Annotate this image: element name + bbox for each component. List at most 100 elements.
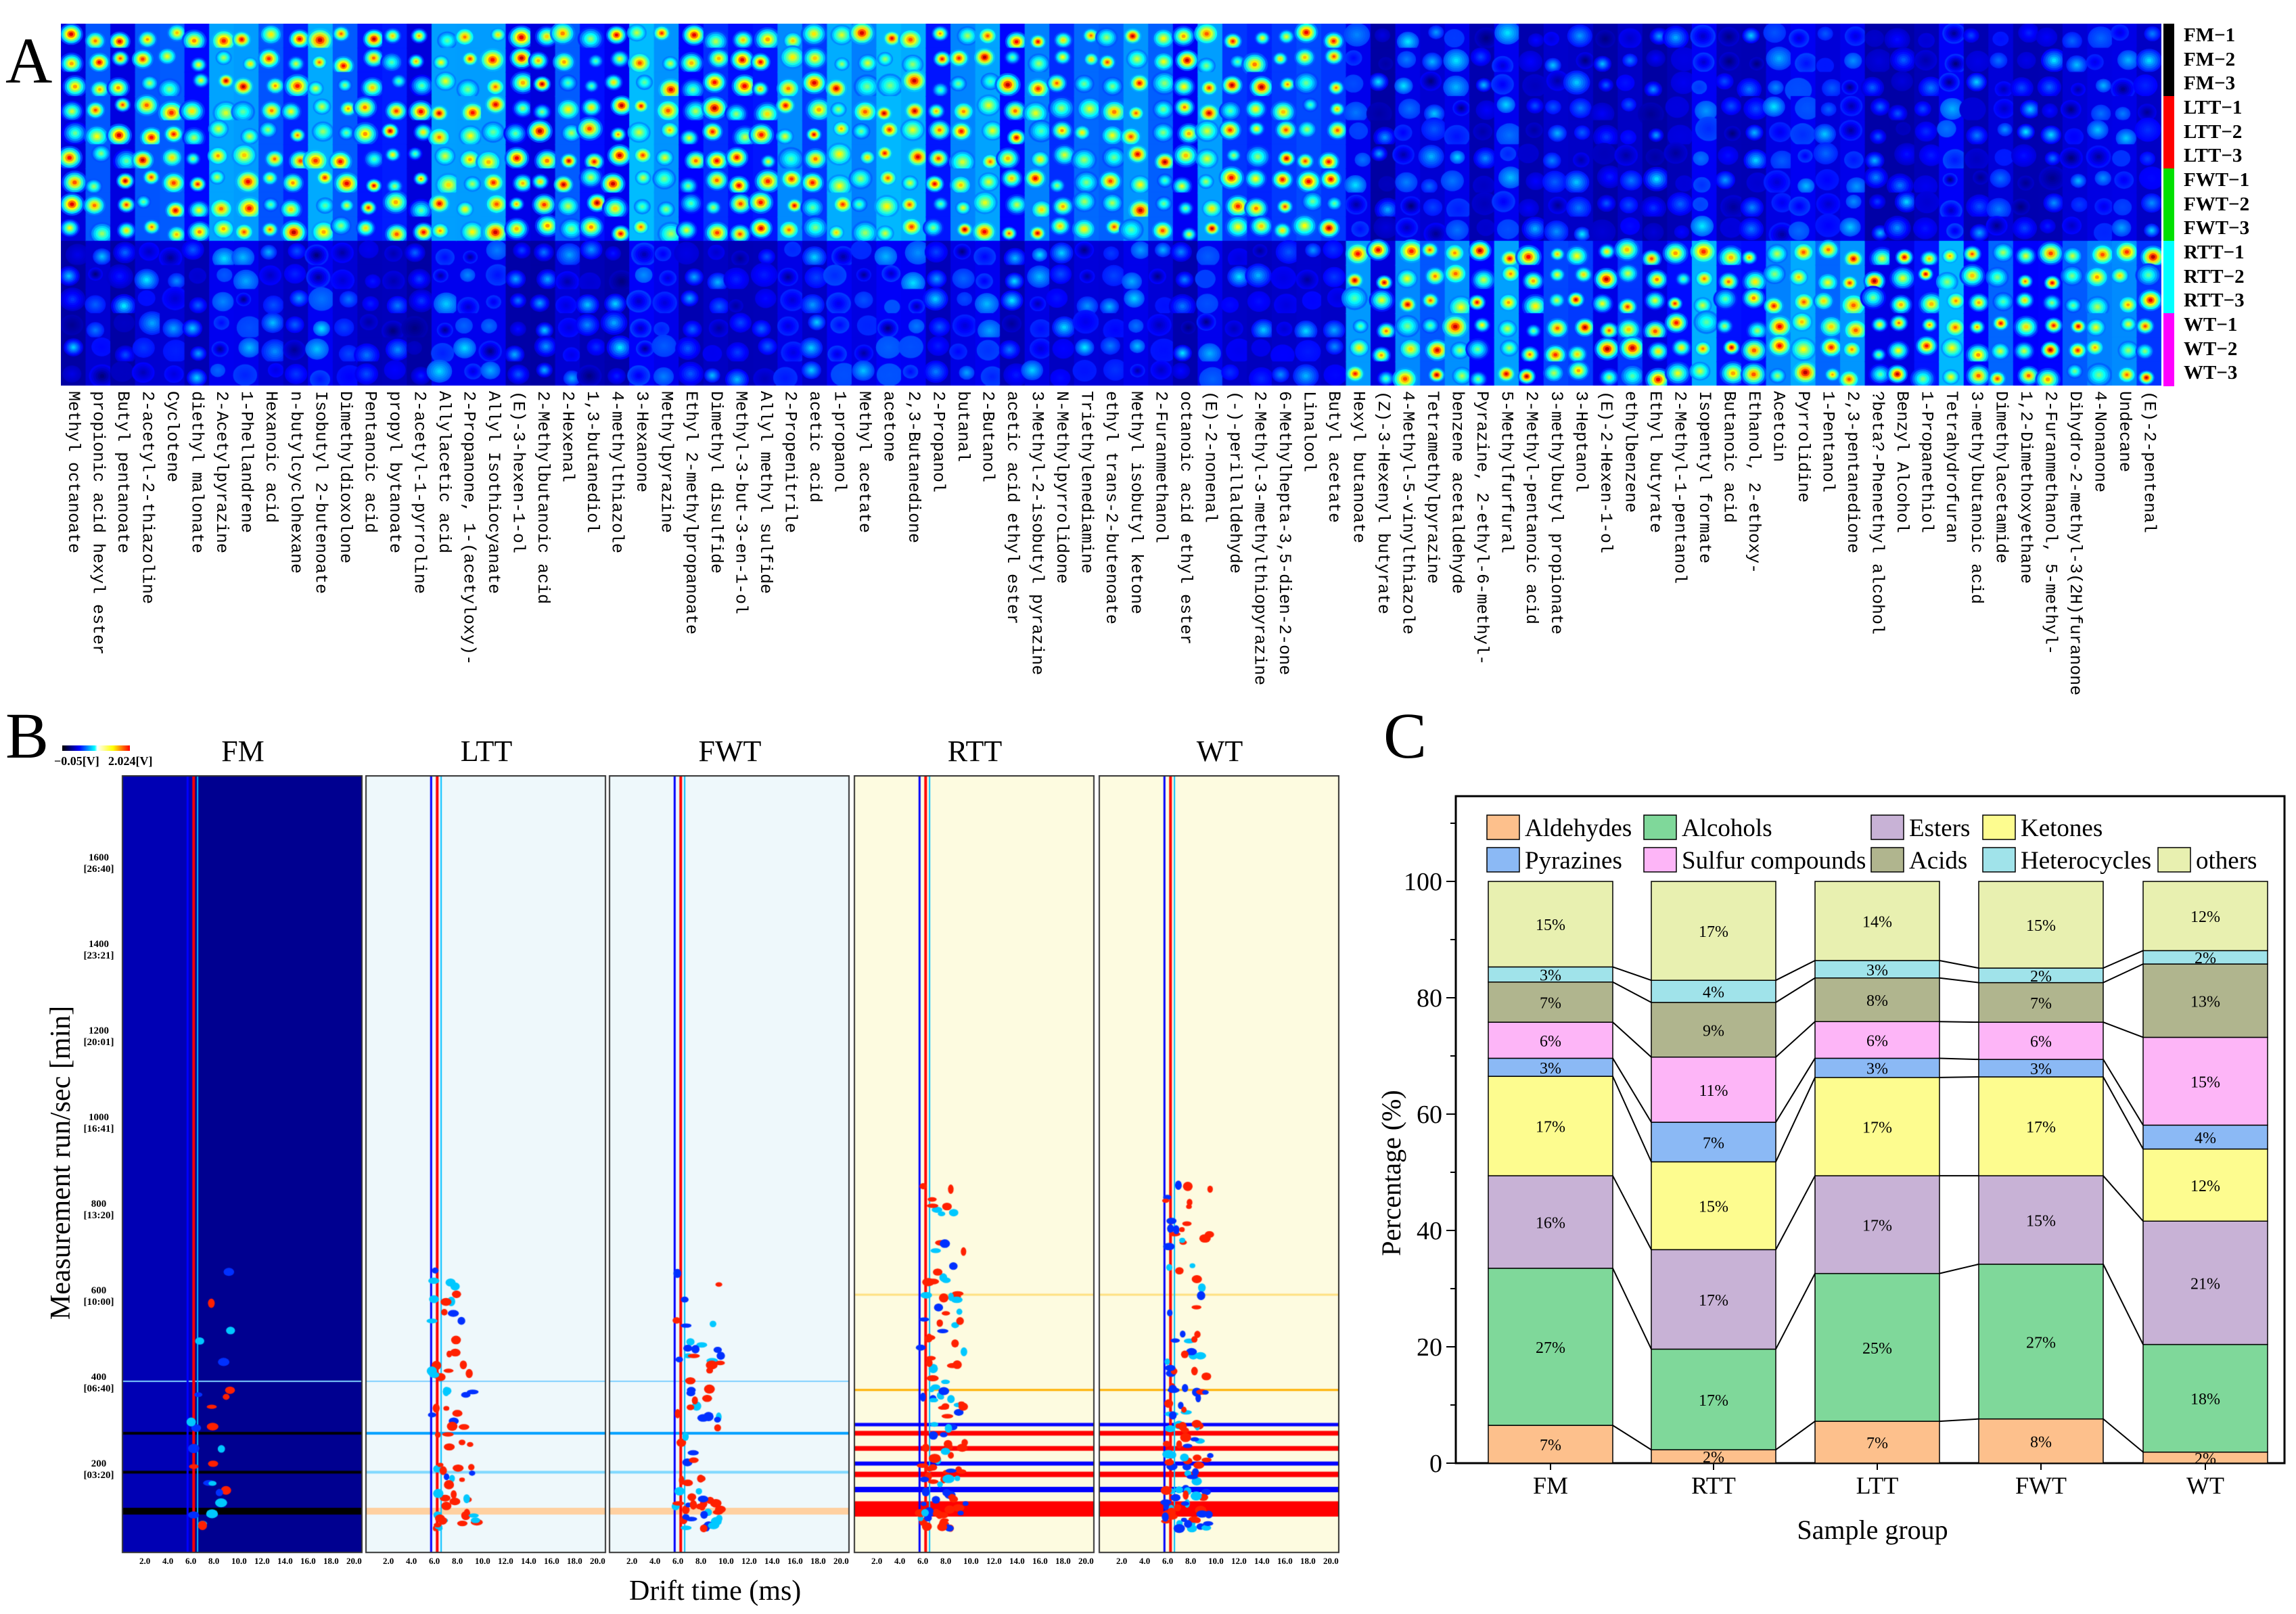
bar-segment-ketones [1814, 1077, 1940, 1176]
x-tick-label: 10.0 [231, 1556, 247, 1566]
compound-label: 3-methylbutyl propionate [1546, 391, 1566, 635]
compound-label: Allyl Isothiocyanate [484, 391, 503, 595]
compound-label: 3-methylbutanoic acid [1966, 391, 1986, 605]
bar-segment-acids [1651, 1002, 1776, 1058]
compound-label: (Z)-3-Hexenyl butyrate [1373, 391, 1394, 615]
panel-b-letter: B [5, 699, 49, 772]
connector-line [1775, 960, 1816, 982]
compound-label: 2-acetyl-2-thiazoline [137, 391, 158, 605]
y-axis-title: Percentage (%) [1376, 1090, 1406, 1255]
legend-swatch [1486, 814, 1520, 840]
connector-line [1775, 1273, 1816, 1350]
connector-line [2103, 1175, 2144, 1222]
bar-segment-ketones [1651, 1161, 1776, 1251]
legend-swatch [1486, 847, 1520, 873]
x-tick-label: 8.0 [208, 1556, 220, 1566]
compound-label: (E)-3-hexen-1-ol [508, 391, 528, 554]
x-tick-label: 12.0 [498, 1556, 513, 1566]
panel-title-fwt: FWT [698, 735, 762, 768]
data-label: 2% [2195, 950, 2216, 967]
x-tick-label: 10.0 [1208, 1556, 1224, 1566]
data-label: 27% [2026, 1334, 2056, 1352]
connector-line [1939, 977, 1979, 984]
compound-label: 3-Methyl-2-isobutyl pyrazine [1027, 391, 1047, 676]
x-tick-label: 2.0 [1116, 1556, 1128, 1566]
x-tick-label: 20.0 [1078, 1556, 1094, 1566]
compound-label: Dimethylacetamide [1991, 391, 2011, 564]
compound-label: 6-Methylhepta-3,5-dien-2-one [1274, 391, 1294, 676]
legend-label: Esters [1909, 814, 1970, 842]
bar-segment-ketones [1978, 1076, 2104, 1176]
bar-segment-alcohols [1978, 1264, 2104, 1420]
compound-label: diethyl malonate [187, 391, 207, 554]
legend-label: others [2196, 847, 2257, 875]
connector-line [1612, 1425, 1652, 1451]
sample-group-strip [2163, 120, 2174, 145]
sample-group-strip [2163, 337, 2174, 363]
panel-title-fm: FM [221, 735, 265, 768]
bar-segment-esters [1651, 1249, 1776, 1350]
data-label: 15% [1536, 917, 1565, 934]
legend-label: Heterocycles [2021, 847, 2151, 875]
x-tick-label: 4.0 [649, 1556, 661, 1566]
bar-segment-acids [1488, 982, 1613, 1023]
compound-label: Allyl methyl sulfide [755, 391, 775, 595]
bar-segment-others [1814, 881, 1940, 961]
compound-label: (-)-perillaldehyde [1224, 391, 1245, 574]
compound-label: 2-acetyl-1-pyrroline [409, 391, 430, 595]
data-label: 16% [1536, 1215, 1565, 1232]
connector-line [1939, 1021, 1979, 1023]
x-tick-label: 2.0 [871, 1556, 883, 1566]
compound-label: 4-Nonanone [2090, 391, 2110, 493]
compound-label: Hexanoic acid [261, 391, 281, 524]
x-tick-label: 4.0 [894, 1556, 906, 1566]
bar-segment-sulfur-compounds [1814, 1021, 1940, 1059]
sample-label: LTT−2 [2184, 120, 2243, 143]
compound-label: benzene acetaldehyde [1447, 391, 1467, 595]
bar-segment-alcohols [1814, 1272, 1940, 1422]
y-tick-value: 400 [91, 1372, 107, 1383]
x-tick-label: 18.0 [323, 1556, 339, 1566]
compound-label: 3-Heptanol [1571, 391, 1591, 493]
data-label: 17% [1699, 1292, 1728, 1310]
compound-label: n-butylcyclohexane [285, 391, 306, 574]
connector-line [1775, 1421, 1816, 1451]
legend-swatch [2157, 847, 2191, 873]
compound-label: Ethyl butyrate [1645, 391, 1665, 534]
compound-label: butanal [953, 391, 973, 463]
sample-label: FM−3 [2184, 72, 2236, 95]
sample-group-strip [2163, 96, 2174, 121]
legend-label: Sulfur compounds [1682, 847, 1866, 875]
compound-label: propionic acid hexyl ester [88, 391, 108, 655]
connector-line [1612, 1076, 1652, 1162]
y-tick-value: 1200 [89, 1025, 109, 1036]
bar-segment-acids [1814, 977, 1940, 1023]
data-label: 8% [2030, 1433, 2052, 1451]
compound-label: 1-Phellandrene [236, 391, 256, 534]
data-label: 17% [1699, 1392, 1728, 1410]
compound-label: 2-Furanmethanol, 5-methyl- [2040, 391, 2061, 655]
compound-label: 2-Methylbutanoic acid [533, 391, 553, 605]
y-tick-label: 60 [1417, 1101, 1442, 1129]
y-tick-value: 1600 [89, 852, 109, 863]
data-label: 7% [1540, 994, 1561, 1012]
x-tick-label: 2.0 [626, 1556, 638, 1566]
bar-segment-ketones [2142, 1148, 2268, 1222]
y-tick: 1000 [16:41] [78, 1112, 119, 1135]
compound-label: (E)-2-pentenal [2139, 391, 2159, 534]
connector-line [1939, 1076, 1979, 1078]
drift-time-axis-title: Drift time (ms) [629, 1575, 802, 1607]
x-tick-label: 18.0 [1055, 1556, 1071, 1566]
x-tick-label: FWT [2015, 1472, 2067, 1499]
compound-label: acetic acid ethyl ester [1003, 391, 1023, 625]
compound-label: Benzyl Alcohol [1892, 391, 1912, 534]
compound-label: Acetoin [1768, 391, 1789, 463]
x-tick-label: LTT [1856, 1472, 1899, 1499]
data-label: 15% [1699, 1198, 1728, 1216]
sample-label: RTT−1 [2184, 241, 2245, 263]
data-label: 7% [1703, 1134, 1724, 1152]
panel-title-wt: WT [1196, 735, 1243, 768]
y-tick-label: 40 [1417, 1217, 1442, 1245]
compound-label: Allylacetic acid [434, 391, 454, 554]
bar-segment-alcohols [1488, 1268, 1613, 1426]
